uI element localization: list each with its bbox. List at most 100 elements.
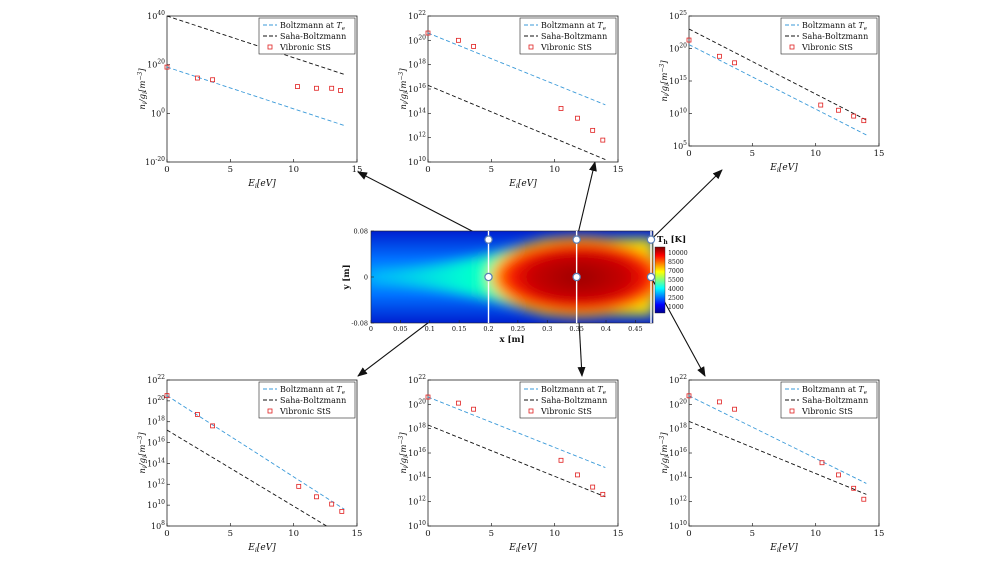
vibronic-point: [600, 491, 606, 497]
plasma-core: [489, 237, 653, 317]
vibronic-point: [314, 85, 319, 91]
vibronic-point: [590, 484, 596, 490]
y-tick-label: 100: [151, 107, 165, 118]
legend-box: [258, 381, 356, 419]
legend-vibronic-label: Vibronic StS: [801, 43, 853, 52]
x-tick-label: 15: [352, 529, 363, 539]
x-tick-label: 15: [352, 165, 363, 175]
y-tick-label: 1012: [147, 478, 165, 489]
vibronic-point: [558, 106, 564, 111]
x-tick-label: 0: [686, 529, 691, 539]
probe-point: [572, 272, 581, 282]
legend-saha-label: Saha-Boltzmann: [280, 32, 346, 41]
y-axis-label: ni/gi[m−3]: [137, 68, 149, 110]
y-tick-label: 1012: [408, 132, 426, 143]
x-tick-label: 5: [228, 529, 233, 539]
x-tick-label: 10: [549, 165, 560, 175]
y-tick-label: 1020: [408, 398, 426, 409]
x-axis-label: Ei[eV]: [247, 179, 276, 190]
chart-top-middle: 0 5 10 15 1010 1012 1014 1016 1018 1020 1022 Ei[eV]…: [398, 10, 623, 190]
vibronic-point: [590, 127, 596, 133]
temperature-field: [371, 231, 653, 323]
y-tick-label: 1022: [408, 374, 426, 385]
y-tick-label: 1020: [147, 59, 165, 70]
field-x-tick-label: 0.45: [628, 325, 642, 333]
x-tick-label: 0: [164, 529, 169, 539]
colorbar-tick-label: 1000: [668, 304, 684, 311]
field-y-axis-label: y [m]: [342, 265, 352, 291]
y-tick-label: 1022: [669, 374, 687, 385]
y-tick-label: 1014: [147, 457, 165, 468]
y-axis-label: ni/gi[m−3]: [398, 68, 410, 110]
vibronic-point: [861, 118, 867, 124]
chart-bottom-middle: 0 5 10 15 1010 1012 1014 1016 1018 1020 1022 Ei[eV]…: [398, 374, 623, 554]
y-tick-label: 1010: [669, 108, 687, 119]
legend-vibronic-swatch: [528, 44, 534, 50]
x-axis-label: Ei[eV]: [508, 179, 537, 190]
field-x-axis-label: x [m]: [499, 335, 524, 345]
vibronic-point: [836, 107, 841, 113]
colorbar-tick-label: 4000: [668, 286, 684, 293]
vibronic-point: [851, 485, 857, 491]
y-tick-label: 1010: [408, 156, 426, 167]
chart-top-left: 0 5 10 15 10-20 100 1020 1040 Ei[eV] ni/gi[m−3] Bo…: [137, 10, 362, 190]
y-tick-label: 1022: [408, 10, 426, 21]
field-y-tick-label: -0.08: [351, 320, 368, 328]
y-tick-label: 1018: [408, 423, 426, 434]
legend-saha-label: Saha-Boltzmann: [541, 32, 607, 41]
x-tick-label: 10: [810, 149, 821, 159]
x-tick-label: 10: [549, 529, 560, 539]
x-tick-label: 5: [750, 529, 755, 539]
vibronic-point: [194, 75, 200, 81]
field-x-tick-label: 0: [369, 325, 373, 333]
colorbar: [654, 246, 666, 314]
y-tick-label: 1014: [408, 471, 426, 482]
vibronic-point: [295, 84, 300, 89]
legend-vibronic-swatch: [789, 408, 795, 414]
probe-point: [646, 272, 656, 282]
saha-boltzmann-line: [167, 16, 345, 75]
x-tick-label: 5: [489, 165, 494, 175]
probe-point: [646, 235, 656, 244]
legend-boltzmann-label: Boltzmann at Te: [541, 21, 607, 32]
y-tick-label: 1018: [147, 416, 165, 427]
saha-boltzmann-line: [689, 420, 867, 495]
legend-vibronic-label: Vibronic StS: [801, 407, 853, 416]
x-axis-label: Ei[eV]: [769, 163, 798, 174]
colorbar-title: Th [K]: [657, 235, 686, 246]
vibronic-point: [164, 64, 170, 70]
vibronic-point: [329, 85, 335, 91]
vibronic-point: [425, 30, 431, 36]
vibronic-point: [819, 460, 825, 466]
field-x-tick-label: 0.1: [425, 325, 435, 333]
field-y-tick-label: 0.08: [354, 228, 368, 236]
y-tick-label: 1020: [408, 34, 426, 45]
vibronic-point: [471, 406, 477, 412]
x-tick-label: 10: [810, 529, 821, 539]
field-x-tick-label: 0.15: [452, 325, 466, 333]
arrow-top-middle: [576, 161, 597, 240]
vibronic-point: [455, 400, 461, 406]
y-tick-label: 1018: [408, 59, 426, 70]
vibronic-point: [339, 508, 345, 514]
vibronic-point: [686, 393, 692, 399]
y-tick-label: 1016: [147, 437, 165, 448]
y-tick-label: 1010: [408, 520, 426, 531]
y-tick-label: 1022: [147, 374, 165, 385]
legend-vibronic-label: Vibronic StS: [540, 407, 592, 416]
vibronic-point: [296, 483, 302, 489]
chart-bottom-right: 0 5 10 15 1010 1012 1014 1016 1018 1020 1022 Ei[eV]…: [659, 374, 884, 554]
spectra-panels: 0 5 10 1510-2010010201040Ei[eV]ni/gi[m−3]Bo…: [137, 10, 884, 554]
y-tick-label: 1018: [669, 423, 687, 434]
y-tick-label: 1010: [147, 499, 165, 510]
field-x-tick-label: 0.35: [569, 325, 583, 333]
colorbar-tick-label: 7000: [668, 268, 684, 275]
x-tick-label: 10: [288, 165, 299, 175]
y-axis-label: ni/gi[m−3]: [659, 432, 671, 474]
legend-saha-label: Saha-Boltzmann: [802, 396, 868, 405]
vibronic-point: [717, 399, 722, 405]
